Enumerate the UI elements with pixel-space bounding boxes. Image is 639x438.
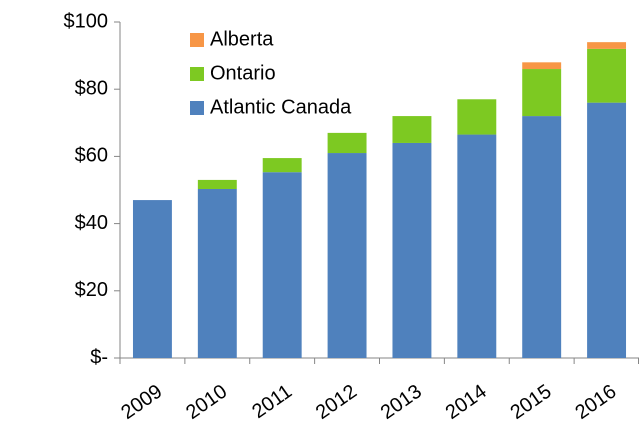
bar-segment (262, 172, 302, 358)
x-tick-label: 2011 (248, 380, 296, 423)
x-tick-label: 2009 (117, 380, 166, 424)
legend-label: Atlantic Canada (210, 96, 352, 118)
legend-swatch (190, 67, 204, 81)
y-tick-label: $20 (75, 279, 108, 301)
bar-segment (392, 116, 432, 143)
bar-segment (262, 158, 302, 173)
bar-segment (587, 48, 627, 103)
y-tick-label: $- (90, 346, 108, 368)
y-tick-label: $40 (75, 212, 108, 234)
bar-segment (522, 62, 562, 70)
bar-segment (522, 116, 562, 358)
legend-label: Ontario (210, 62, 276, 84)
y-tick-label: $80 (75, 77, 108, 99)
bar-segment (197, 188, 237, 358)
bar-segment (522, 69, 562, 117)
x-tick-label: 2013 (377, 380, 426, 424)
x-tick-label: 2014 (442, 380, 491, 424)
bar-segment (197, 179, 237, 189)
x-tick-label: 2015 (507, 380, 556, 424)
y-tick-label: $60 (75, 145, 108, 167)
bar-segment (457, 99, 497, 135)
x-tick-label: 2010 (182, 380, 231, 424)
bar-segment (327, 132, 367, 154)
bar-segment (132, 200, 172, 358)
legend-swatch (190, 33, 204, 47)
x-tick-label: 2012 (312, 380, 361, 424)
bar-segment (327, 153, 367, 358)
legend-swatch (190, 101, 204, 115)
bar-segment (587, 42, 627, 49)
legend-label: Alberta (210, 28, 274, 50)
bar-segment (457, 134, 497, 358)
x-tick-label: 2016 (571, 380, 620, 424)
bar-segment (392, 142, 432, 358)
bar-segment (587, 102, 627, 358)
y-tick-label: $100 (64, 10, 109, 32)
